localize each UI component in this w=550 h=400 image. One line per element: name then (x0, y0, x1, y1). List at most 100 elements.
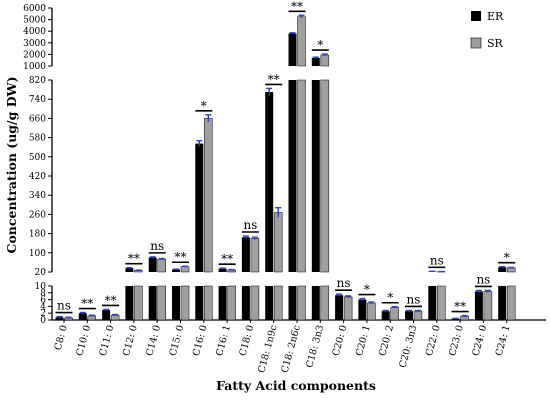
category-label: C20: 0 (331, 324, 350, 357)
y-tick-label: 4000 (23, 27, 46, 37)
category-label: C20: 1 (354, 324, 373, 357)
bar-er (78, 313, 87, 320)
error-bar-er (79, 311, 86, 314)
bar-part (148, 286, 157, 320)
bar-er (335, 295, 344, 320)
bar-part (483, 291, 493, 321)
bar-part (110, 314, 120, 321)
y-tick-label: 340 (29, 191, 46, 201)
significance-label: ns (57, 299, 71, 313)
significance-label: ** (221, 252, 233, 266)
category-label: C24: 1 (494, 324, 513, 357)
bar-part (451, 318, 460, 320)
bar-part (195, 286, 204, 320)
category-label: C20: 3n3 (397, 324, 419, 369)
bar-part (265, 92, 274, 272)
bar-part (320, 285, 330, 321)
bar-part (250, 285, 260, 321)
error-bar-sr (182, 265, 188, 268)
bar-part (204, 285, 213, 321)
bar-part (218, 268, 227, 272)
bar-sr (413, 310, 423, 321)
bar-part (297, 285, 306, 321)
bar-sr (227, 269, 236, 321)
bar-part (241, 286, 250, 320)
significance-label: ** (105, 293, 117, 307)
bar-part (250, 238, 260, 273)
bar-part (343, 296, 353, 321)
error-bar-sr (65, 316, 72, 319)
error-bar-er (475, 289, 482, 293)
y-tick-label: 10 (35, 282, 47, 292)
significance-label: ns (476, 272, 490, 286)
error-bar-sr (298, 14, 305, 19)
category-label: C10: 0 (74, 324, 93, 357)
y-tick-label: 1000 (23, 62, 46, 72)
bar-part (265, 286, 274, 320)
bar-part (157, 285, 166, 321)
error-bar-er (196, 140, 203, 147)
y-tick-label: 6000 (23, 4, 46, 14)
significance-label: ns (243, 218, 257, 232)
legend: ER SR (470, 10, 504, 50)
bar-part (297, 16, 306, 67)
bar-sr (273, 212, 283, 321)
significance-label: * (201, 99, 207, 113)
bar-sr (204, 118, 213, 321)
error-bar-sr (205, 114, 212, 122)
error-bar-sr (88, 314, 95, 317)
category-labels-layer: C8: 0 C10: 0 C11: 0 C12: 0 C14: 0 C15: 0 C16: … (53, 324, 513, 374)
bar-part (148, 257, 157, 272)
bar-part (204, 118, 213, 273)
bar-part (474, 291, 483, 320)
error-bar-sr (112, 313, 119, 316)
y-tick-label: 660 (29, 114, 46, 124)
bar-part (506, 285, 516, 321)
bar-part (428, 286, 437, 320)
y-tick-label: 3000 (23, 39, 46, 49)
legend-label-sr: SR (487, 37, 504, 50)
error-bar-sr (415, 309, 421, 312)
category-label: C16: 1 (214, 324, 233, 357)
category-label: C23: 0 (447, 324, 466, 357)
bar-part (125, 286, 134, 320)
error-bar-er (382, 309, 389, 312)
bar-er (474, 291, 483, 320)
bar-part (311, 80, 320, 272)
significance-label: ** (268, 72, 280, 86)
bar-part (498, 286, 507, 320)
bar-part (157, 259, 166, 273)
bar-er (381, 311, 390, 320)
significance-label: * (364, 283, 370, 297)
bar-er (428, 271, 437, 320)
bar-sr (437, 271, 446, 321)
bar-sr (320, 54, 330, 321)
bar-sr (483, 291, 493, 321)
category-label: C12: 0 (121, 324, 140, 357)
category-label: C8: 0 (53, 324, 70, 352)
bar-er (358, 299, 367, 320)
bar-er (172, 269, 180, 320)
error-bar-er (266, 87, 273, 96)
bar-sr (134, 270, 143, 321)
bars-layer (55, 14, 516, 321)
y-tick-label: 8 (40, 289, 46, 299)
x-axis-title: Fatty Acid components (216, 378, 376, 393)
y-tick-label: 740 (29, 95, 46, 105)
bar-part (273, 285, 283, 321)
y-tick-label: 2 (40, 309, 46, 319)
error-bar-sr (461, 314, 468, 317)
y-tick-label: 4 (40, 302, 46, 312)
error-bar-sr (345, 295, 352, 298)
error-bar-sr (158, 257, 165, 260)
significance-label: * (317, 38, 323, 52)
bar-er (288, 33, 297, 320)
bar-sr (506, 267, 516, 321)
bar-sr (250, 238, 260, 321)
bar-sr (297, 16, 306, 321)
category-label: C18: 2n6c (280, 324, 303, 374)
bar-part (78, 313, 87, 320)
bar-part (288, 286, 297, 320)
